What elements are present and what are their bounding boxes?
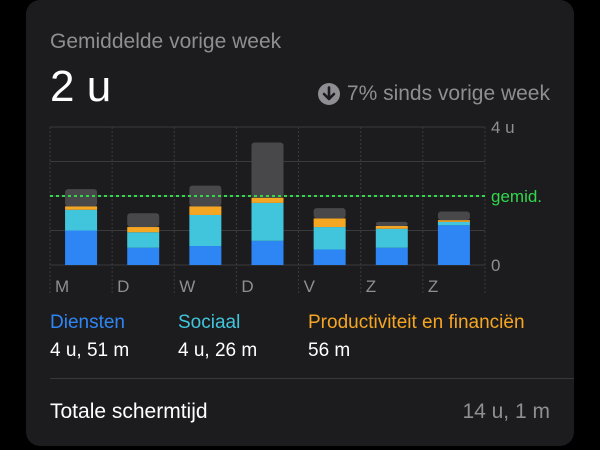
bar-segment bbox=[375, 226, 408, 229]
x-tick-label: V bbox=[304, 277, 316, 296]
bar-segment bbox=[437, 220, 470, 222]
bar-segment bbox=[127, 213, 160, 228]
bar-segment bbox=[437, 225, 470, 265]
bar-segment bbox=[127, 247, 160, 265]
x-tick-label: Z bbox=[366, 277, 376, 296]
y-tick-label: 4 u bbox=[491, 118, 515, 137]
bar-segment bbox=[189, 246, 222, 265]
x-tick-label: W bbox=[179, 277, 195, 296]
x-tick-label: M bbox=[55, 277, 69, 296]
trend-indicator: 7% sinds vorige week bbox=[317, 82, 550, 106]
x-tick-label: D bbox=[117, 277, 129, 296]
bar-segment bbox=[65, 189, 98, 207]
total-screen-time-label: Totale schermtijd bbox=[50, 400, 208, 423]
legend-value-productiviteit: 56 m bbox=[308, 340, 351, 361]
bar-segment bbox=[127, 232, 160, 248]
bar-segment bbox=[65, 206, 98, 210]
bar-segment bbox=[375, 247, 408, 265]
divider bbox=[50, 378, 574, 379]
average-value: 2 u bbox=[50, 62, 112, 111]
legend-name-diensten: Diensten bbox=[50, 312, 125, 333]
bar-segment bbox=[189, 214, 222, 247]
bar-segment bbox=[189, 206, 222, 215]
x-tick-label: D bbox=[241, 277, 253, 296]
bar-segment bbox=[127, 227, 160, 233]
bar-segment bbox=[65, 209, 98, 231]
total-screen-time-value: 14 u, 1 m bbox=[462, 400, 550, 423]
legend-name-productiviteit: Productiviteit en financiën bbox=[308, 312, 525, 333]
bar-segment bbox=[375, 228, 408, 248]
bar-segment bbox=[313, 249, 346, 265]
trend-text: 7% sinds vorige week bbox=[346, 82, 550, 105]
bar-segment bbox=[437, 211, 470, 221]
y-tick-label: 0 bbox=[491, 256, 500, 275]
x-tick-label: Z bbox=[428, 277, 438, 296]
legend-name-sociaal: Sociaal bbox=[178, 312, 241, 333]
bar-segment bbox=[189, 185, 222, 207]
bar-segment bbox=[375, 221, 408, 227]
bar-segment bbox=[437, 221, 470, 226]
bar-segment bbox=[251, 142, 284, 198]
average-label: Gemiddelde vorige week bbox=[50, 30, 282, 53]
legend-value-diensten: 4 u, 51 m bbox=[50, 340, 130, 361]
bar-segment bbox=[313, 218, 346, 228]
bar-segment bbox=[313, 208, 346, 219]
screen-time-card bbox=[26, 0, 574, 446]
bar-segment bbox=[313, 227, 346, 250]
bar-segment bbox=[251, 240, 284, 265]
bar-segment bbox=[251, 202, 284, 241]
bar-segment bbox=[251, 197, 284, 203]
legend-value-sociaal: 4 u, 26 m bbox=[178, 340, 258, 361]
average-label: gemid. bbox=[491, 187, 542, 206]
bar-segment bbox=[65, 230, 98, 265]
arrow-down-circle-icon bbox=[317, 83, 340, 105]
